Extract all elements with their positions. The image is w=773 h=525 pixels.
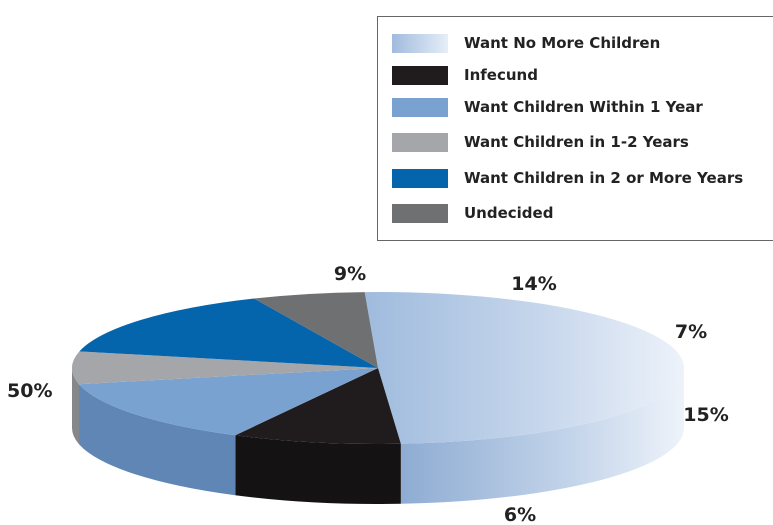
legend-item-within-1-year: Want Children Within 1 Year (392, 97, 703, 117)
pie-slice-0 (364, 291, 685, 444)
legend-label: Want No More Children (464, 34, 661, 52)
pie-slice-side-0 (400, 368, 684, 504)
pie-value-label-1: 9% (334, 263, 366, 285)
legend-item-2-or-more-years: Want Children in 2 or More Years (392, 168, 743, 188)
pie-slice-2 (79, 368, 378, 436)
legend-swatch (392, 132, 448, 152)
legend-label: Infecund (464, 66, 538, 84)
legend-item-1-2-years: Want Children in 1-2 Years (392, 132, 689, 152)
pie-slice-side-3 (72, 368, 80, 445)
legend-swatch (392, 168, 448, 188)
legend-swatch (392, 65, 448, 85)
legend-item-want-no-more-children: Want No More Children (392, 33, 660, 53)
legend-label: Want Children Within 1 Year (464, 98, 703, 116)
legend-swatch (392, 97, 448, 117)
legend-label: Want Children in 2 or More Years (464, 169, 744, 187)
pie-slice-3 (71, 351, 378, 385)
pie-value-label-0: 50% (7, 380, 52, 402)
pie-slice-side-1 (235, 435, 401, 505)
pie-slice-5 (254, 292, 378, 368)
pie-value-label-4: 15% (683, 404, 728, 426)
legend-item-infecund: Infecund (392, 65, 538, 85)
legend-swatch (392, 33, 448, 53)
pie-value-label-2: 14% (511, 273, 556, 295)
legend: Want No More Children Infecund Want Chil… (377, 16, 773, 241)
legend-item-undecided: Undecided (392, 203, 553, 223)
pie-value-label-3: 7% (675, 321, 707, 343)
pie-slice-4 (79, 298, 379, 368)
legend-swatch (392, 203, 448, 223)
pie-slice-side-2 (79, 384, 236, 496)
pie-value-label-5: 6% (504, 504, 536, 525)
legend-label: Want Children in 1-2 Years (464, 133, 689, 151)
pie-slice-1 (235, 368, 401, 444)
legend-label: Undecided (464, 204, 554, 222)
